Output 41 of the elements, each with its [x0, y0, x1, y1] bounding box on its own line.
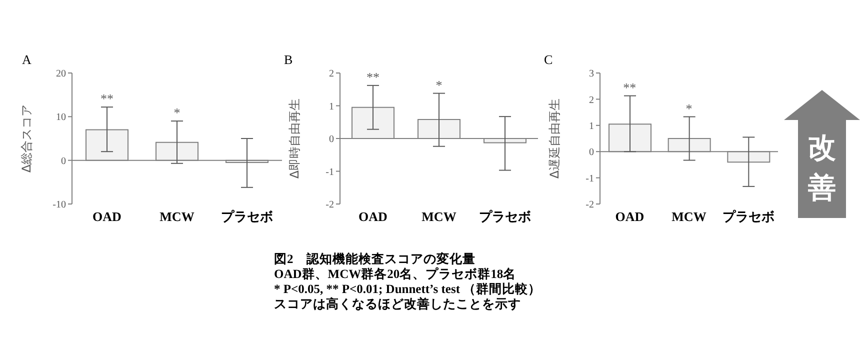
y-axis-title: Δ即時自由再生 — [287, 98, 302, 179]
data-label: * — [174, 105, 180, 120]
x-tick-label: MCW — [160, 209, 194, 224]
data-label: * — [686, 100, 692, 116]
y-tick-label: 20 — [56, 68, 66, 80]
data-label: ** — [623, 80, 636, 95]
x-tick-label: プラセボ — [479, 209, 531, 224]
caption: 図2 認知機能検査スコアの変化量 — [274, 252, 476, 267]
y-tick-label: 3 — [589, 68, 594, 80]
x-tick-label: プラセボ — [722, 209, 774, 224]
chart-title: A — [22, 52, 32, 68]
x-tick-label: MCW — [672, 209, 706, 224]
text: * P<0.05, ** P<0.01; Dunnett’s test （群間比較） — [274, 282, 542, 297]
text: 改善 — [807, 130, 837, 206]
x-tick-label: OAD — [615, 209, 644, 224]
x-tick-label: OAD — [92, 209, 122, 224]
y-axis-title: Δ遅延自由再生 — [547, 98, 562, 179]
y-tick-label: 1 — [329, 101, 334, 112]
y-tick-label: 0 — [329, 134, 334, 146]
y-tick-label: -10 — [52, 200, 66, 211]
x-tick-label: MCW — [422, 209, 456, 224]
data-label: ** — [366, 69, 380, 84]
y-tick-label: -2 — [326, 200, 334, 211]
y-tick-label: 2 — [589, 94, 594, 106]
x-tick-label: OAD — [358, 209, 388, 224]
y-tick-label: 1 — [589, 120, 594, 132]
y-tick-label: -2 — [586, 200, 594, 211]
y-tick-label: -1 — [586, 173, 594, 184]
y-axis-title: Δ総合スコア — [19, 104, 34, 173]
y-tick-label: 0 — [589, 147, 594, 158]
text: OAD群、MCW群各20名、プラセボ群18名 — [274, 267, 518, 282]
data-label: ** — [100, 91, 114, 106]
chart-title: B — [284, 52, 293, 68]
chart-title: C — [544, 52, 553, 68]
x-tick-label: プラセボ — [221, 209, 273, 224]
text: スコアは高くなるほど改善したことを示す — [274, 297, 522, 312]
y-tick-label: 0 — [61, 156, 66, 167]
y-tick-label: 10 — [56, 112, 66, 124]
y-tick-label: 2 — [329, 68, 334, 80]
y-tick-label: -1 — [326, 166, 334, 178]
data-label: * — [436, 77, 442, 92]
